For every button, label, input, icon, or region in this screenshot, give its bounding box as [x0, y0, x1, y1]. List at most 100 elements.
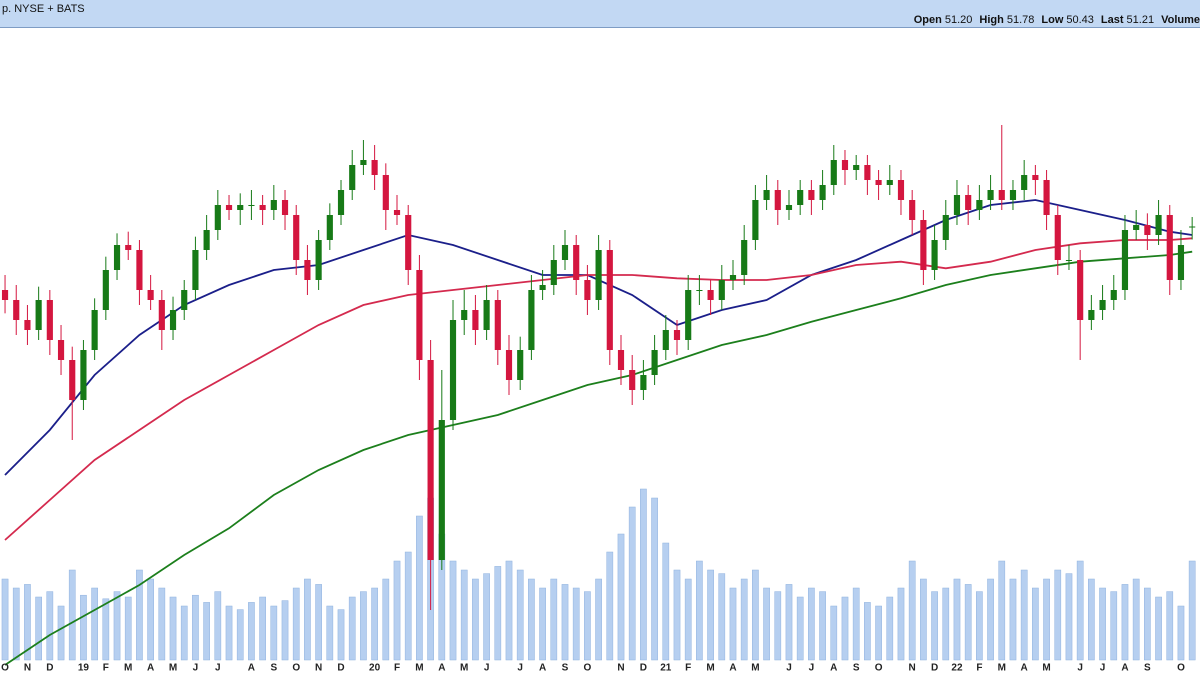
volume-bar: [1065, 573, 1073, 661]
volume-bar: [304, 578, 311, 661]
volume-bar: [46, 591, 54, 661]
volume-bar: [259, 596, 266, 661]
x-tick-label: 21: [660, 663, 672, 674]
candle-body: [349, 165, 356, 190]
quote-label: High: [979, 14, 1004, 26]
volume-bar: [561, 584, 569, 661]
volume-bar: [740, 578, 748, 661]
volume-bar: [494, 566, 502, 661]
volume-bar: [1076, 560, 1084, 661]
x-tick-label: O: [875, 663, 883, 674]
volume-bar: [505, 560, 513, 661]
candle-body: [909, 200, 916, 220]
x-tick-label: 19: [78, 663, 90, 674]
candle-body: [965, 195, 972, 210]
candle-body: [326, 215, 333, 240]
volume-bar: [718, 573, 726, 661]
candle-body: [853, 165, 860, 170]
symbol-title: p. NYSE + BATS: [2, 3, 85, 15]
candle-body: [57, 340, 65, 360]
chart: O N D 19 F M A M J J A S O N D 20 F M A M J J A S O N D 21 F M A M J J A S O…: [1, 125, 1196, 674]
candle-body: [1021, 175, 1028, 190]
volume-bar: [673, 569, 681, 661]
candle-body: [797, 190, 804, 205]
volume-bar: [628, 506, 636, 661]
volume-bar: [640, 488, 647, 661]
volume-bar: [785, 584, 793, 661]
candle-body: [785, 205, 793, 210]
candle-body: [1144, 225, 1151, 235]
candle-body: [1032, 175, 1039, 180]
candle-body: [1166, 215, 1173, 280]
volume-bar: [1144, 587, 1151, 661]
candle-body: [505, 350, 513, 380]
volume-bar: [796, 596, 804, 661]
candle-body: [662, 330, 669, 350]
volume-bar: [192, 594, 199, 661]
volume-bar: [1110, 591, 1118, 661]
x-tick-label: F: [976, 663, 982, 674]
volume-bar: [102, 598, 110, 661]
candle-body: [763, 190, 770, 200]
volume-bar: [953, 578, 961, 661]
volume-bar: [337, 609, 345, 661]
quote-value: 50.43: [1066, 14, 1094, 26]
candle-body: [998, 190, 1005, 200]
volume-bar: [225, 605, 233, 661]
volume-bar: [942, 587, 950, 661]
candle-body: [617, 350, 625, 370]
quote-label: Low: [1041, 14, 1064, 26]
volume-bar: [617, 533, 625, 661]
header-bar: p. NYSE + BATS Open 51.20 High 51.78 Low 50.4…: [0, 0, 1200, 28]
candle-body: [741, 240, 748, 275]
volume-bar: [404, 551, 412, 661]
candle-body: [237, 205, 244, 210]
candle-body: [1133, 225, 1140, 230]
candle-body: [1054, 215, 1061, 260]
volume-bar: [68, 569, 76, 661]
candle-body: [864, 165, 871, 180]
candle-body: [405, 215, 412, 270]
volume-bar: [449, 560, 457, 661]
volume-bar: [908, 560, 916, 661]
candle-body: [707, 290, 714, 300]
candle-body: [472, 310, 479, 330]
candle-body: [192, 250, 199, 290]
volume-bar: [1177, 605, 1185, 661]
volume-bar: [852, 587, 860, 661]
candle-body: [69, 360, 76, 400]
candle-body: [886, 180, 893, 185]
x-tick-label: N: [24, 663, 31, 674]
volume-bar: [886, 596, 894, 661]
volume-bar: [80, 594, 87, 661]
x-tick-label: M: [415, 663, 423, 674]
candle-body: [729, 275, 737, 280]
volume-bar: [360, 591, 367, 661]
candle-body: [808, 190, 815, 200]
quote-label: Open: [913, 14, 942, 26]
candle-body: [528, 290, 535, 350]
candle-body: [673, 330, 681, 340]
candle-body: [931, 240, 938, 270]
candle-body: [1065, 260, 1073, 261]
x-tick-label: M: [1042, 663, 1050, 674]
volume-bar: [326, 605, 334, 661]
volume-bar: [998, 560, 1006, 661]
volume-bar: [964, 584, 972, 661]
volume-bar: [606, 551, 614, 661]
candle-body: [360, 160, 367, 165]
volume-bar: [729, 587, 737, 661]
candle-body: [80, 350, 87, 400]
volume-bar: [662, 542, 670, 661]
volume-bar: [416, 515, 423, 661]
candle-body: [46, 300, 53, 340]
volume-bar: [1, 578, 9, 661]
volume-bar: [528, 578, 535, 661]
candle-body: [371, 160, 378, 175]
x-tick-label: F: [394, 663, 400, 674]
volume-bar: [651, 497, 658, 661]
volume-bar: [763, 587, 770, 661]
candle-body: [113, 245, 121, 270]
volume-bar: [920, 578, 927, 661]
x-tick-label: F: [103, 663, 109, 674]
